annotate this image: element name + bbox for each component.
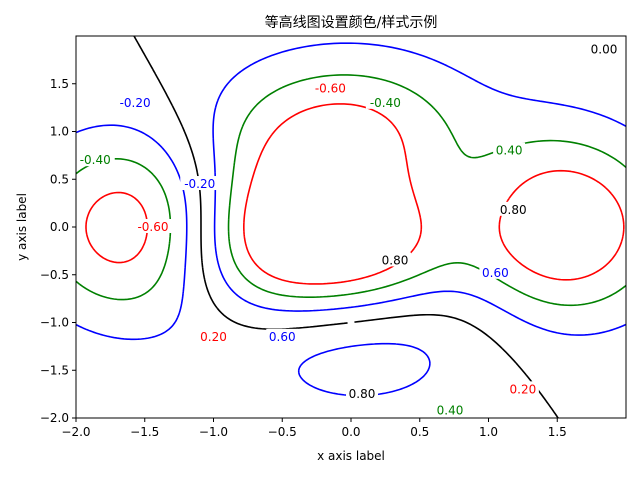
- contour-label: 0.80: [349, 387, 376, 401]
- contour-label: 0.40: [437, 403, 464, 417]
- contour-label-background: [310, 80, 350, 95]
- contour-label: 0.20: [510, 382, 537, 396]
- contour-label-background: [588, 41, 620, 56]
- y-tick-label: 1.0: [50, 125, 69, 139]
- y-axis-ticks: −2.0 −1.5 −1.0 −0.5 0.0 0.5 1.0 1.5: [40, 77, 76, 425]
- contour-label-background: [506, 381, 539, 396]
- contour-label-background: [133, 219, 173, 233]
- contour-label: -0.20: [184, 177, 215, 191]
- contour-label-background: [365, 94, 405, 109]
- x-tick-label: 1.0: [479, 425, 498, 439]
- contour-line-level: [243, 103, 625, 285]
- y-tick-label: 1.5: [50, 77, 69, 91]
- x-tick-label: −2.0: [61, 425, 90, 439]
- contour-label: -0.40: [80, 153, 111, 167]
- x-axis-ticks: −2.0 −1.5 −1.0 −0.5 0.0 0.5 1.0 1.5: [61, 418, 567, 439]
- contour-label: -0.60: [137, 220, 168, 234]
- contour-label: -0.60: [315, 82, 346, 96]
- contour-label-background: [497, 201, 530, 216]
- contour-label: -0.20: [120, 96, 151, 110]
- contour-line-level: [85, 191, 149, 264]
- contour-label: 0.80: [382, 253, 409, 267]
- y-tick-label: −1.5: [40, 363, 69, 377]
- contour-labels: 0.00 -0.60 -0.40 -0.20 -0.40 -0.20 -0.60 0.40 0.…: [75, 41, 620, 417]
- contour-label: -0.40: [370, 96, 401, 110]
- contour-label: 0.60: [482, 266, 509, 280]
- contour-label-background: [379, 252, 411, 267]
- contour-label-background: [180, 176, 220, 191]
- contour-line-level: [76, 124, 431, 397]
- y-tick-label: 0.5: [50, 172, 69, 186]
- contour-label: 0.60: [269, 330, 296, 344]
- contour-label: 0.40: [496, 144, 523, 158]
- contour-lines: [76, 36, 626, 418]
- contour-label-background: [115, 94, 155, 109]
- chart-title: 等高线图设置颜色/样式示例: [265, 14, 438, 31]
- contour-line-level: [212, 42, 626, 336]
- x-tick-label: 1.5: [548, 425, 567, 439]
- x-tick-label: −0.5: [268, 425, 297, 439]
- contour-label-background: [434, 402, 466, 417]
- contour-label-background: [346, 386, 378, 401]
- contour-label: 0.80: [500, 203, 527, 217]
- contour-label-background: [479, 264, 512, 279]
- y-tick-label: −0.5: [40, 268, 69, 282]
- contour-label-background: [493, 142, 526, 157]
- x-axis-label: x axis label: [317, 449, 385, 463]
- y-axis-label: y axis label: [15, 193, 29, 261]
- contour-line-level: [227, 74, 626, 307]
- contour-label: 0.20: [200, 330, 227, 344]
- x-tick-label: 0.5: [410, 425, 429, 439]
- contour-label-background: [266, 328, 299, 343]
- x-tick-label: −1.5: [130, 425, 159, 439]
- y-tick-label: 0.0: [50, 220, 69, 234]
- x-tick-label: −1.0: [199, 425, 228, 439]
- x-tick-label: 0.0: [341, 425, 360, 439]
- y-tick-label: −2.0: [40, 411, 69, 425]
- y-tick-label: −1.0: [40, 316, 69, 330]
- contour-label: 0.00: [591, 42, 618, 56]
- contour-label-background: [197, 328, 230, 343]
- contour-label-background: [75, 152, 115, 167]
